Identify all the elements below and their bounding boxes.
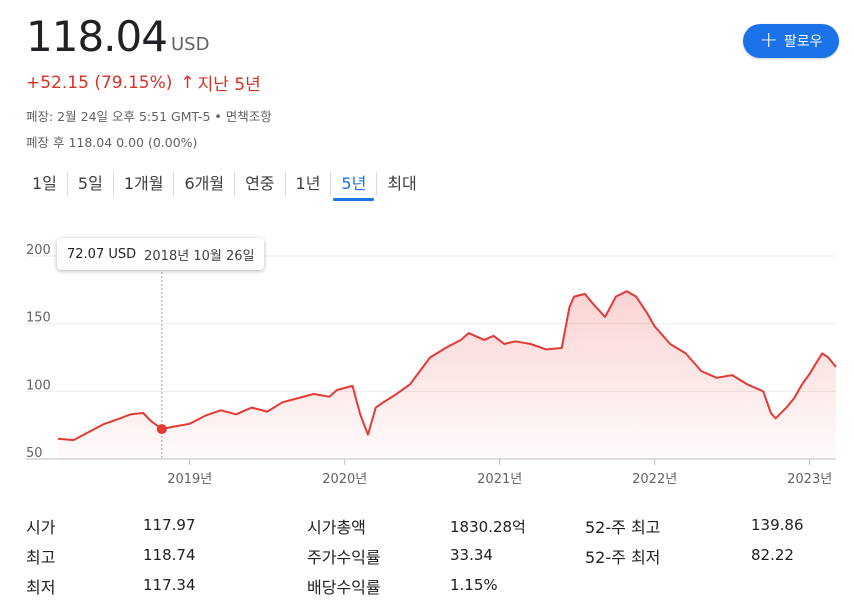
- stat-label-market-cap: 시가총액: [307, 518, 366, 537]
- change-value: +52.15 (79.15%): [26, 72, 173, 93]
- change-period: 지난 5년: [197, 75, 261, 95]
- tab-1m[interactable]: 1개월: [123, 174, 164, 193]
- hover-point-marker: [156, 424, 167, 435]
- price-chart[interactable]: 200 150 100 50 2019년 2020년 2021년 2022년 2023년: [0, 228, 854, 498]
- x-tick-label: 2019년: [167, 472, 212, 487]
- tab-divider: [234, 172, 236, 196]
- tab-divider: [66, 172, 68, 196]
- plus-icon: +: [759, 28, 778, 53]
- stat-label-open: 시가: [26, 518, 56, 537]
- current-price: 118.04: [26, 12, 168, 61]
- tooltip-date: 2018년 10월 26일: [144, 248, 255, 264]
- price-line: [57, 290, 837, 442]
- x-tick-label: 2020년: [322, 472, 367, 487]
- follow-button[interactable]: + 팔로우: [743, 24, 839, 58]
- stat-value-pe-ratio: 33.34: [450, 546, 493, 564]
- tab-divider: [112, 172, 114, 196]
- price-change: +52.15 (79.15%) ↑ 지난 5년: [26, 70, 261, 96]
- tab-1d[interactable]: 1일: [32, 174, 57, 193]
- tooltip-value: 72.07 USD: [67, 246, 137, 262]
- y-tick-label: 200: [26, 243, 51, 258]
- stat-value-52w-low: 82.22: [751, 546, 794, 564]
- tab-6m[interactable]: 6개월: [184, 174, 225, 193]
- tab-5y[interactable]: 5년: [331, 170, 376, 202]
- chart-tooltip: 72.07 USD 2018년 10월 26일: [57, 238, 265, 270]
- tab-divider: [173, 172, 175, 196]
- stat-label-dividend-yield: 배당수익률: [307, 578, 381, 597]
- range-tabs: 1일 5일 1개월 6개월 연중 1년 5년 최대: [22, 170, 427, 204]
- tab-divider: [284, 172, 286, 196]
- x-tick-label: 2022년: [632, 472, 677, 487]
- tab-divider: [330, 172, 332, 196]
- x-tick-label: 2021년: [477, 472, 522, 487]
- stat-value-high: 118.74: [143, 546, 196, 564]
- price-area-fill: [58, 291, 836, 459]
- stat-value-open: 117.97: [143, 516, 196, 534]
- tab-divider: [376, 172, 378, 196]
- arrow-up-icon: ↑: [180, 72, 195, 93]
- stat-value-market-cap: 1830.28억: [450, 518, 526, 536]
- y-tick-label: 50: [26, 446, 43, 461]
- stat-label-low: 최저: [26, 578, 56, 597]
- follow-label: 팔로우: [783, 34, 823, 50]
- stat-label-high: 최고: [26, 548, 56, 567]
- stat-value-52w-high: 139.86: [751, 516, 804, 534]
- stat-label-52w-low: 52-주 최저: [585, 548, 661, 567]
- stat-label-pe-ratio: 주가수익률: [307, 548, 381, 567]
- after-hours-price: 폐장 후 118.04 0.00 (0.00%): [26, 135, 198, 150]
- y-tick-label: 100: [26, 378, 51, 393]
- currency-label: USD: [171, 34, 210, 55]
- market-status: 폐장: 2월 24일 오후 5:51 GMT-5 • 면책조항: [26, 109, 272, 124]
- tab-max[interactable]: 최대: [387, 174, 417, 193]
- x-tick-label: 2023년: [787, 472, 832, 487]
- stat-label-52w-high: 52-주 최고: [585, 518, 661, 537]
- tab-1y[interactable]: 1년: [295, 174, 321, 193]
- stat-value-low: 117.34: [143, 576, 196, 594]
- tab-ytd[interactable]: 연중: [245, 174, 275, 193]
- stat-value-dividend-yield: 1.15%: [450, 576, 498, 594]
- tab-5d[interactable]: 5일: [77, 174, 103, 193]
- y-tick-label: 150: [26, 311, 51, 326]
